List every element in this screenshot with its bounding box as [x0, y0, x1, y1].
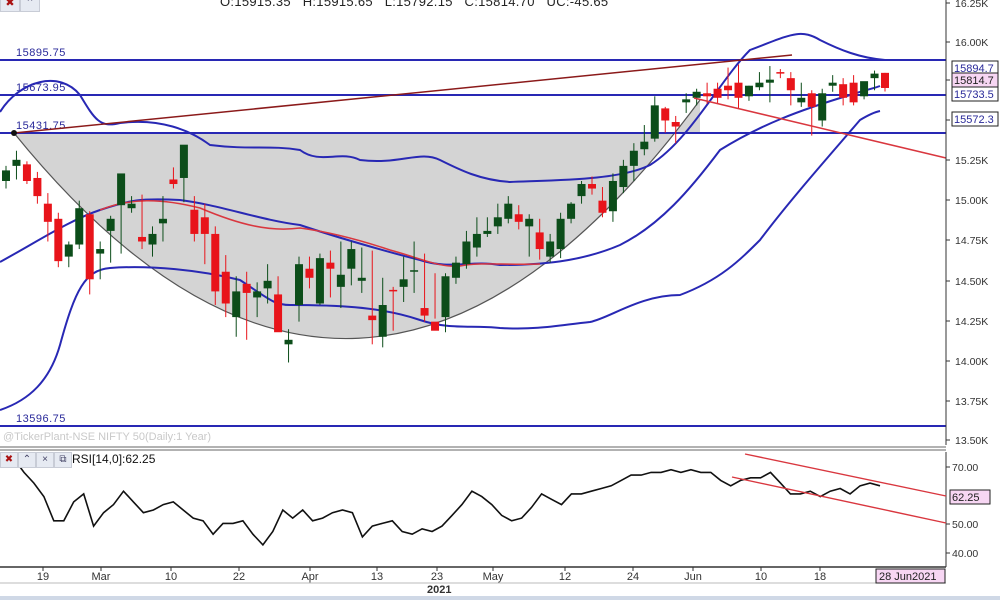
rsi-toolbar: ✖ ⌃ × ⧉	[0, 452, 72, 468]
chart-toolbar: ✖ ⌃	[0, 0, 40, 12]
svg-text:40.00: 40.00	[952, 548, 978, 560]
rsi-panel: 70.00 50.00 40.00 62.25	[0, 452, 991, 568]
cup-pattern-shape	[13, 99, 701, 340]
svg-text:15572.3: 15572.3	[954, 114, 994, 126]
svg-text:14.50K: 14.50K	[955, 276, 988, 288]
bottom-toolbar	[0, 596, 1000, 600]
chevron-up-icon[interactable]: ⌃	[20, 0, 40, 12]
axes: 16.25K16.00K15.75K15.50K15.25K15.00K14.7…	[0, 0, 999, 451]
candlesticks	[2, 64, 889, 363]
open-value: O:15915.35	[220, 0, 291, 9]
ohlc-header: O:15915.35 H:15915.65 L:15792.15 C:15814…	[220, 0, 608, 9]
svg-text:23: 23	[431, 571, 443, 583]
svg-text:15895.75: 15895.75	[16, 47, 66, 59]
close-value: C:15814.70	[464, 0, 535, 9]
low-value: L:15792.15	[384, 0, 453, 9]
x-axis: 19 Mar 10 22 Apr 13 23 May 12 24 Jun 10 18 28 Jun2021	[0, 567, 946, 584]
svg-text:16.25K: 16.25K	[955, 0, 988, 10]
svg-text:15.00K: 15.00K	[955, 195, 988, 207]
close-chart-icon[interactable]: ✖	[0, 0, 20, 12]
svg-text:10: 10	[165, 571, 177, 583]
svg-text:13.50K: 13.50K	[955, 435, 988, 447]
detach-icon[interactable]: ⧉	[54, 452, 72, 468]
pin-icon[interactable]: ✖	[0, 452, 18, 468]
svg-text:14.25K: 14.25K	[955, 316, 988, 328]
svg-text:62.25: 62.25	[952, 492, 980, 504]
svg-text:15894.7: 15894.7	[954, 63, 994, 75]
svg-text:28 Jun2021: 28 Jun2021	[879, 571, 937, 583]
svg-text:Jun: Jun	[684, 571, 702, 583]
svg-text:16.00K: 16.00K	[955, 37, 988, 49]
svg-text:22: 22	[233, 571, 245, 583]
svg-text:19: 19	[37, 571, 49, 583]
trendlines	[11, 54, 947, 159]
svg-text:15733.5: 15733.5	[954, 89, 994, 101]
svg-text:15673.95: 15673.95	[16, 82, 66, 94]
rsi-label: RSI[14,0]:62.25	[72, 452, 156, 466]
svg-text:24: 24	[627, 571, 639, 583]
svg-text:18: 18	[814, 571, 826, 583]
svg-text:70.00: 70.00	[952, 462, 978, 474]
svg-text:13: 13	[371, 571, 383, 583]
year-label: 2021	[427, 584, 452, 596]
svg-text:15814.7: 15814.7	[954, 75, 994, 87]
svg-text:Mar: Mar	[92, 571, 111, 583]
svg-text:10: 10	[755, 571, 767, 583]
svg-text:May: May	[483, 571, 504, 583]
svg-text:50.00: 50.00	[952, 519, 978, 531]
change-value: UC:-45.65	[546, 0, 609, 9]
svg-text:14.75K: 14.75K	[955, 235, 988, 247]
svg-text:12: 12	[559, 571, 571, 583]
close-icon[interactable]: ×	[36, 452, 54, 468]
svg-text:13596.75: 13596.75	[16, 413, 66, 425]
chevron-up-icon[interactable]: ⌃	[18, 452, 36, 468]
svg-text:15.25K: 15.25K	[955, 155, 988, 167]
chart-watermark: @TickerPlant-NSE NIFTY 50(Daily:1 Year)	[3, 431, 212, 443]
svg-text:Apr: Apr	[301, 571, 318, 583]
svg-text:14.00K: 14.00K	[955, 356, 988, 368]
svg-text:13.75K: 13.75K	[955, 396, 988, 408]
high-value: H:15915.65	[302, 0, 373, 9]
